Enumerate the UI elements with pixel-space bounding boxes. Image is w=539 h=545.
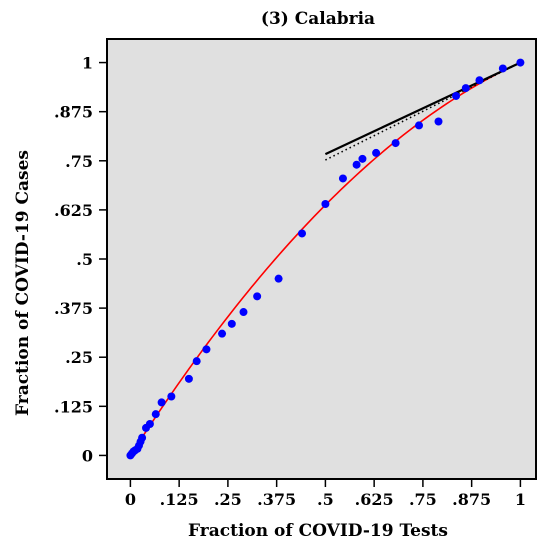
x-axis-label: Fraction of COVID-19 Tests <box>188 521 448 541</box>
data-point <box>184 374 193 383</box>
x-tick-label: .5 <box>317 490 334 509</box>
x-tick-label: .875 <box>452 490 491 509</box>
x-axis-ticks: 0 .125 .25 .375 .5 .625 .75 .875 1 <box>125 479 526 509</box>
data-point <box>167 392 176 401</box>
data-point <box>498 64 507 73</box>
data-point <box>202 345 211 354</box>
y-axis-ticks: 0 .125 .25 .375 .5 .625 .75 .875 1 <box>54 54 107 465</box>
y-tick-label: .5 <box>76 250 93 269</box>
y-tick-label: .25 <box>65 348 93 367</box>
y-tick-label: 1 <box>82 54 93 73</box>
data-point <box>138 433 147 442</box>
y-tick-label: .75 <box>65 152 93 171</box>
x-tick-label: .75 <box>409 490 437 509</box>
data-point <box>239 308 248 317</box>
data-point <box>253 292 262 301</box>
data-point <box>145 420 154 428</box>
data-point <box>475 76 484 85</box>
plot-area <box>106 38 537 480</box>
data-point <box>192 357 201 366</box>
data-point <box>461 84 470 93</box>
x-tick-label: .625 <box>355 490 394 509</box>
y-axis-label: Fraction of COVID-19 Cases <box>13 150 33 416</box>
tangent-line-solid <box>324 61 521 156</box>
data-point <box>516 58 525 67</box>
data-point <box>227 319 236 328</box>
y-tick-label: .125 <box>54 397 93 416</box>
chart-title: (3) Calabria <box>261 9 375 29</box>
y-tick-label: 0 <box>82 446 93 465</box>
tangent-lines-layer <box>324 61 521 161</box>
data-points-layer <box>126 58 525 460</box>
data-point <box>352 160 361 169</box>
data-point <box>218 329 227 338</box>
data-point <box>372 148 381 157</box>
data-point <box>157 398 166 407</box>
y-tick-label: .625 <box>54 201 93 220</box>
x-tick-label: .25 <box>214 490 242 509</box>
data-point <box>452 91 461 100</box>
y-tick-label: .375 <box>54 299 93 318</box>
data-point <box>434 117 443 126</box>
y-tick-label: .875 <box>54 103 93 122</box>
data-point <box>415 121 423 130</box>
data-point <box>338 174 347 183</box>
data-point <box>298 229 306 238</box>
x-tick-label: .375 <box>257 490 296 509</box>
data-point <box>358 154 367 163</box>
x-tick-label: 0 <box>125 490 136 509</box>
x-tick-label: .125 <box>160 490 199 509</box>
data-point <box>274 274 283 283</box>
x-tick-label: 1 <box>515 490 526 509</box>
data-point <box>391 139 400 148</box>
data-point <box>151 410 160 419</box>
tangent-line-dotted <box>325 61 521 161</box>
data-point <box>321 200 330 208</box>
